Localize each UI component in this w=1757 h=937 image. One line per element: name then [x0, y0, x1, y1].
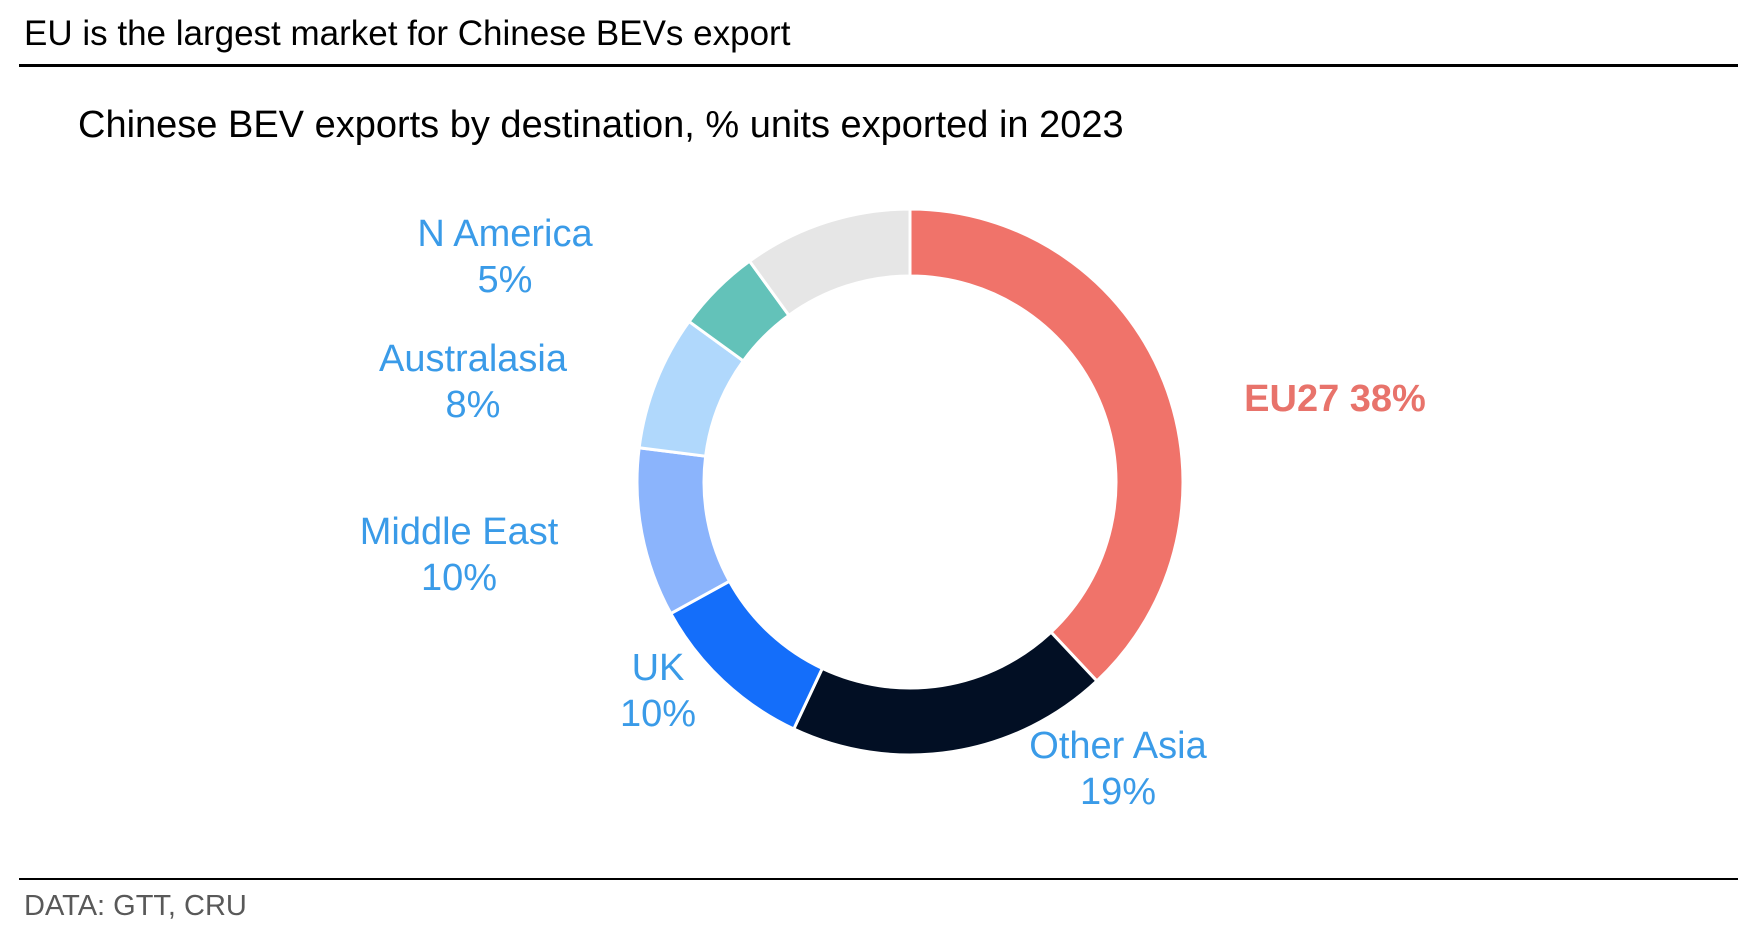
slice-label-australasia: Australasia 8%	[379, 338, 568, 426]
slice-label-uk: UK 10%	[620, 647, 696, 735]
chart-headline: EU is the largest market for Chinese BEV…	[24, 14, 791, 53]
bottom-divider	[19, 878, 1738, 880]
slice-label-eu27: EU27 38%	[1244, 378, 1426, 420]
donut-slice-eu27	[908, 207, 1185, 684]
top-divider	[19, 64, 1738, 67]
slice-label-other-asia: Other Asia 19%	[1029, 725, 1207, 813]
slice-label-middle-east: Middle East 10%	[360, 511, 559, 599]
donut-slices	[635, 207, 1185, 757]
slice-labels: EU27 38% Other Asia 19% UK 10% Middle East 10%…	[360, 213, 1426, 813]
chart-subtitle: Chinese BEV exports by destination, % un…	[78, 104, 1124, 146]
donut-slice-unlabeled	[747, 207, 912, 318]
data-source: DATA: GTT, CRU	[24, 890, 247, 922]
donut-slice-middle-east	[635, 446, 732, 616]
slice-label-n-america: N America 5%	[417, 213, 593, 301]
